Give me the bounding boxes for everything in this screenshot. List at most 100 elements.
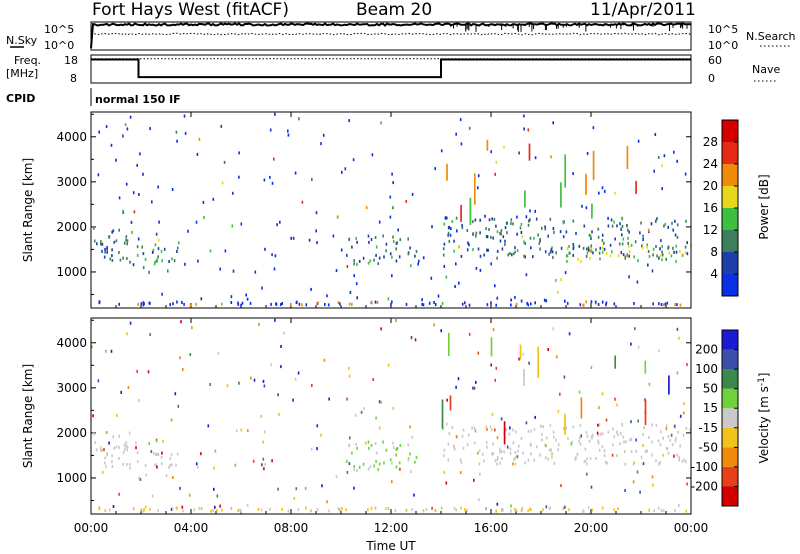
- power-streak-cell: [528, 151, 531, 155]
- velocity-data-cell: [395, 453, 397, 457]
- velocity-data-cell: [377, 468, 379, 472]
- velocity-sparse-cell: [445, 481, 448, 485]
- power-data-cell: [562, 235, 565, 239]
- velocity-data-cell: [674, 439, 677, 443]
- velocity-streak-cell: [644, 418, 647, 422]
- velocity-data-cell: [527, 429, 530, 433]
- power-data-cell: [510, 218, 513, 222]
- power-near-range-cell: [666, 301, 669, 305]
- velocity-sparse-cell: [590, 366, 593, 369]
- velocity-sparse-cell: [563, 375, 566, 379]
- power-data-cell: [111, 248, 113, 252]
- velocity-sparse-cell: [258, 323, 260, 326]
- power-data-cell: [453, 249, 455, 253]
- power-streak-cell: [592, 165, 595, 168]
- velocity-data-cell: [358, 465, 361, 469]
- velocity-data-cell: [499, 461, 501, 465]
- velocity-sparse-cell: [97, 379, 100, 383]
- velocity-data-cell: [373, 464, 375, 468]
- velocity-sparse-cell: [568, 332, 571, 336]
- power-data-cell: [447, 233, 449, 237]
- velocity-sparse-cell: [277, 487, 279, 491]
- velocity-streak-cell: [523, 383, 525, 387]
- power-data-cell: [661, 245, 663, 249]
- velocity-near-range-cell: [660, 509, 663, 512]
- velocity-data-cell: [473, 426, 476, 430]
- power-data-cell: [389, 252, 392, 256]
- power-sparse-cell: [460, 142, 463, 146]
- velocity-data-cell: [585, 462, 588, 466]
- velocity-streak-cell: [614, 355, 616, 359]
- power-colorbar-tick-label: 16: [703, 201, 718, 215]
- velocity-streak-cell: [523, 379, 525, 382]
- velocity-data-cell: [496, 455, 499, 459]
- power-sparse-cell: [326, 294, 328, 298]
- power-streak-cell: [524, 190, 526, 194]
- power-sparse-cell: [340, 248, 343, 252]
- velocity-streak-cell: [441, 425, 444, 429]
- velocity-sparse-cell: [216, 494, 219, 498]
- power-sparse-cell: [231, 224, 234, 228]
- velocity-near-range-cell: [287, 509, 290, 513]
- power-near-range-cell: [490, 301, 492, 305]
- power-data-cell: [108, 235, 111, 239]
- power-streak-cell: [626, 160, 629, 163]
- velocity-data-cell: [467, 433, 470, 437]
- velocity-sparse-cell: [260, 414, 263, 418]
- power-sparse-cell: [209, 249, 212, 253]
- power-streak-cell: [446, 173, 448, 177]
- velocity-colorbar-segment: [722, 369, 738, 389]
- power-data-cell: [385, 249, 387, 253]
- power-data-cell: [575, 231, 577, 235]
- velocity-sparse-cell: [485, 507, 487, 511]
- velocity-near-range-cell: [108, 508, 111, 512]
- velocity-data-cell: [459, 458, 462, 462]
- power-data-cell: [514, 246, 516, 250]
- velocity-data-cell: [678, 457, 680, 461]
- power-near-range-cell: [140, 302, 143, 306]
- power-sparse-cell: [274, 254, 277, 258]
- velocity-data-cell: [597, 441, 600, 445]
- power-sparse-cell: [495, 160, 498, 164]
- velocity-streak-cell: [564, 421, 566, 425]
- velocity-data-cell: [491, 452, 493, 456]
- power-near-range-cell: [298, 302, 301, 306]
- velocity-data-cell: [496, 457, 499, 461]
- velocity-sparse-cell: [149, 333, 151, 337]
- power-near-range-cell: [579, 303, 582, 307]
- velocity-near-range-cell: [176, 506, 178, 510]
- station-title: Fort Hays West (fitACF): [92, 0, 289, 20]
- power-sparse-cell: [149, 127, 151, 131]
- power-data-cell: [415, 250, 418, 253]
- power-streak-cell: [469, 207, 472, 211]
- velocity-data-cell: [407, 458, 410, 462]
- velocity-data-cell: [399, 444, 402, 448]
- velocity-near-range-cell: [337, 507, 340, 511]
- power-data-cell: [126, 257, 128, 260]
- velocity-sparse-cell: [277, 393, 279, 397]
- power-data-cell: [599, 246, 602, 250]
- power-sparse-cell: [422, 256, 425, 260]
- power-near-range-cell: [317, 301, 319, 305]
- velocity-near-range-cell: [327, 509, 330, 513]
- velocity-near-range-cell: [237, 508, 240, 512]
- power-data-cell: [616, 224, 618, 228]
- power-sparse-cell: [647, 263, 649, 267]
- power-data-cell: [621, 233, 623, 237]
- velocity-sparse-cell: [320, 433, 322, 437]
- power-sparse-cell: [637, 139, 640, 143]
- velocity-data-cell: [682, 433, 685, 437]
- velocity-data-cell: [655, 423, 658, 427]
- power-sparse-cell: [212, 197, 215, 201]
- power-sparse-cell: [468, 243, 470, 247]
- velocity-sparse-cell: [179, 486, 181, 490]
- velocity-near-range-cell: [221, 508, 223, 512]
- velocity-streak-cell: [519, 344, 522, 348]
- power-data-cell: [374, 236, 377, 239]
- velocity-sparse-cell: [261, 463, 263, 467]
- velocity-sparse-cell: [354, 413, 357, 417]
- power-data-cell: [171, 257, 173, 261]
- velocity-colorbar-tick-label: 50: [703, 382, 718, 396]
- power-sparse-cell: [287, 133, 290, 137]
- power-data-cell: [488, 228, 490, 231]
